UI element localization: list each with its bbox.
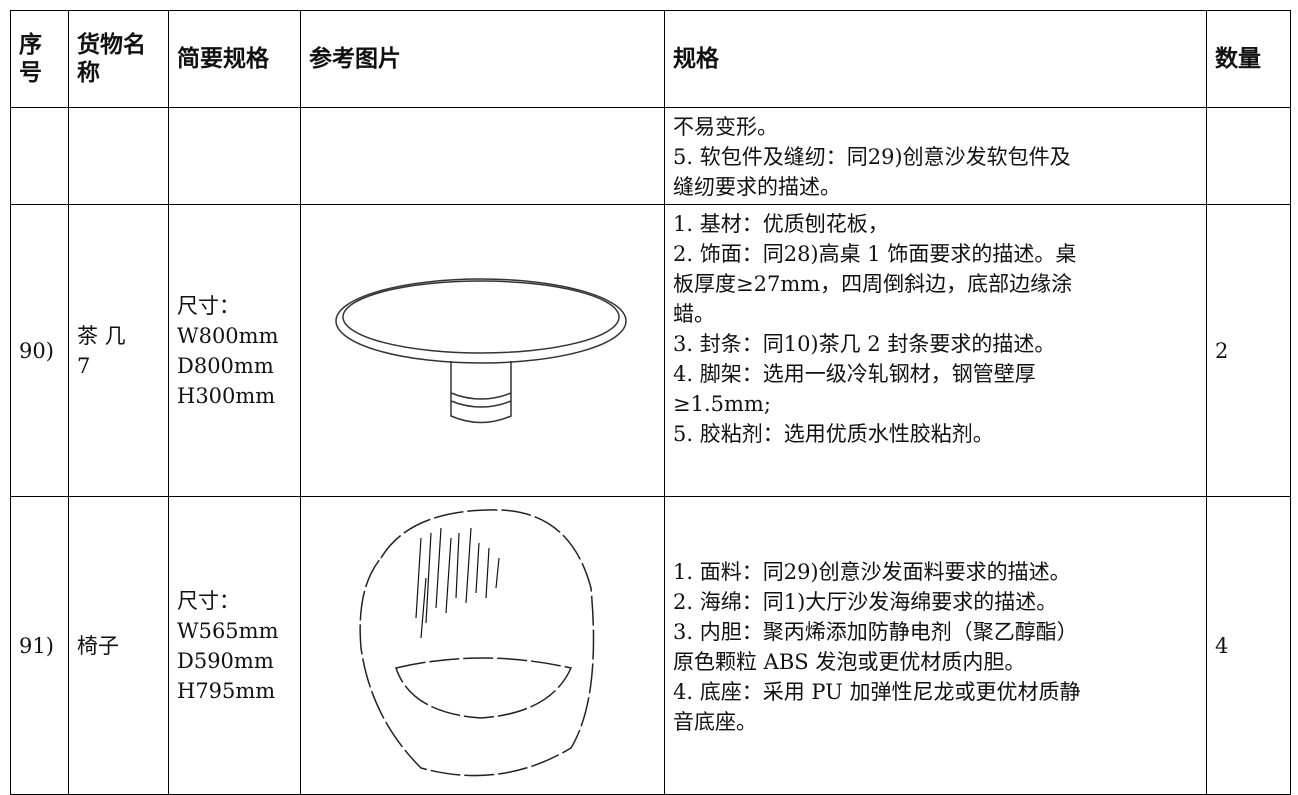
text-line: 2. 海绵：同1)大厅沙发海绵要求的描述。 <box>673 589 1058 614</box>
text-line: 7 <box>77 353 91 378</box>
no-cell <box>10 107 69 205</box>
qty-cell <box>1206 107 1291 205</box>
text-line: 椅子 <box>77 633 119 658</box>
text-line: 尺寸： <box>177 588 240 613</box>
header-cell: 数量 <box>1206 10 1291 108</box>
text-line: 3. 封条：同10)茶几 2 封条要求的描述。 <box>673 332 1056 356</box>
text-line: 3. 内胆：聚丙烯添加防静电剂（聚乙醇酯） <box>673 619 1078 644</box>
text-line: 尺寸： <box>177 293 240 318</box>
text-line: 2. 饰面：同28)高桌 1 饰面要求的描述。桌 <box>673 242 1077 266</box>
text-line: H795mm <box>177 678 276 703</box>
text-line: 4. 底座：采用 PU 加弹性尼龙或更优材质静 <box>673 679 1081 704</box>
text-line: 5. 软包件及缝纫：同29)创意沙发软包件及 <box>673 145 1071 169</box>
image-cell <box>300 107 665 205</box>
text-line: 缝纫要求的描述。 <box>673 175 841 199</box>
cell-text: 91) <box>19 633 54 658</box>
text-line: 音底座。 <box>673 709 757 734</box>
chair-picture <box>359 508 595 776</box>
text-line: D590mm <box>177 648 274 673</box>
name-cell: 茶 几 7 <box>68 204 169 497</box>
spec-cell: 1. 面料：同29)创意沙发面料要求的描述。 2. 海绵：同1)大厅沙发海绵要求的… <box>664 496 1207 795</box>
table-row: 91) 椅子 尺寸： W565mm D590mm H795mm 1. 面料：同29)创意沙… <box>10 496 1291 795</box>
header-cell: 序号 <box>10 10 69 108</box>
table-row: 不易变形。 5. 软包件及缝纫：同29)创意沙发软包件及 缝纫要求的描述。 <box>10 107 1291 205</box>
image-cell <box>300 204 665 497</box>
no-cell: 90) <box>10 204 69 497</box>
text-line: W565mm <box>177 618 279 643</box>
text-line: 蜡。 <box>673 302 715 326</box>
text-line: 4. 脚架：选用一级冷轧钢材，钢管壁厚 <box>673 362 1036 386</box>
qty-cell: 2 <box>1206 204 1291 497</box>
text-line: W800mm <box>177 323 279 348</box>
header-cell: 简要规格 <box>168 10 301 108</box>
brief-cell <box>168 107 301 205</box>
text-line: 板厚度≥27mm，四周倒斜边，底部边缘涂 <box>673 272 1073 296</box>
spec-cell: 不易变形。 5. 软包件及缝纫：同29)创意沙发软包件及 缝纫要求的描述。 <box>664 107 1207 205</box>
text-line: 茶 几 <box>77 323 126 348</box>
text-line: 1. 面料：同29)创意沙发面料要求的描述。 <box>673 559 1071 584</box>
name-cell: 椅子 <box>68 496 169 795</box>
name-cell <box>68 107 169 205</box>
image-cell <box>300 496 665 795</box>
text-line: D800mm <box>177 353 274 378</box>
text-line: 原色颗粒 ABS 发泡或更优材质内胆。 <box>673 649 1026 674</box>
text-line: 5. 胶粘剂：选用优质水性胶粘剂。 <box>673 422 994 446</box>
spec-cell: 1. 基材：优质刨花板， 2. 饰面：同28)高桌 1 饰面要求的描述。桌 板厚度≥… <box>664 204 1207 497</box>
header-cell: 货物名称 <box>68 10 169 108</box>
text-line: ≥1.5mm; <box>673 392 771 416</box>
cell-text: 4 <box>1215 633 1229 658</box>
table-row: 90) 茶 几 7 尺寸： W800mm D800mm H300mm 1. 基材：优质刨花板… <box>10 204 1291 497</box>
brief-cell: 尺寸： W565mm D590mm H795mm <box>168 496 301 795</box>
qty-cell: 4 <box>1206 496 1291 795</box>
text-line: 不易变形。 <box>673 115 778 139</box>
brief-cell: 尺寸： W800mm D800mm H300mm <box>168 204 301 497</box>
header-cell: 参考图片 <box>300 10 665 108</box>
cell-text: 2 <box>1215 338 1229 363</box>
header-row: 序号 货物名称 简要规格 参考图片 规格 数量 <box>10 10 1291 108</box>
cell-text: 90) <box>19 338 54 363</box>
no-cell: 91) <box>10 496 69 795</box>
table-picture <box>335 277 627 423</box>
header-cell: 规格 <box>664 10 1207 108</box>
text-line: 1. 基材：优质刨花板， <box>673 212 889 236</box>
text-line: H300mm <box>177 383 276 408</box>
spec-table: 序号 货物名称 简要规格 参考图片 规格 数量 不易变形。 5. 软包件及缝纫：同29)创意… <box>10 10 1291 795</box>
